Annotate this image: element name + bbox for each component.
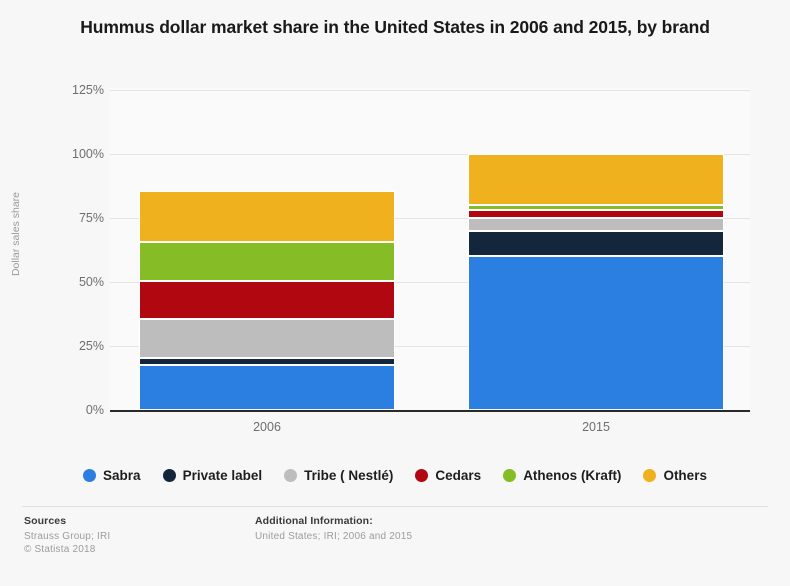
chart-title: Hummus dollar market share in the United… <box>80 17 710 37</box>
x-axis-tick-label-2015: 2015 <box>582 420 610 434</box>
legend-item-sabra[interactable]: Sabra <box>83 468 141 483</box>
y-axis-tick-label: 125% <box>72 83 104 97</box>
y-axis-tick-label: 25% <box>78 339 104 353</box>
legend-item-tribe-nestl[interactable]: Tribe ( Nestlé) <box>284 468 393 483</box>
footer-divider <box>22 506 768 507</box>
legend-label: Sabra <box>103 468 141 483</box>
gridline <box>110 282 750 283</box>
legend: Sabra Private label Tribe ( Nestlé) Cedars A… <box>0 468 790 483</box>
legend-label: Cedars <box>435 468 482 483</box>
legend-swatch-sabra-icon <box>83 469 97 482</box>
bar-segment[interactable] <box>139 319 395 358</box>
x-axis-tick-label-2006: 2006 <box>253 420 281 434</box>
legend-label: Tribe ( Nestlé) <box>304 468 394 483</box>
bar-segment[interactable] <box>468 210 724 218</box>
bar-column-2006[interactable] <box>139 86 395 410</box>
legend-label: Private label <box>182 468 263 483</box>
sources-line-2: © Statista 2018 <box>24 544 96 555</box>
sources-line-1: Strauss Group; IRI <box>24 531 111 542</box>
gridlines <box>110 88 750 412</box>
legend-swatch-cedars-icon <box>415 469 429 482</box>
bar-segment[interactable] <box>139 357 395 366</box>
bar-segment[interactable] <box>139 191 395 243</box>
bar-segment[interactable] <box>468 230 724 257</box>
y-axis-tick-label: 0% <box>85 403 104 417</box>
bar-segment[interactable] <box>139 242 395 281</box>
gridline <box>110 218 750 219</box>
x-axis-line <box>110 410 750 412</box>
y-axis-title: Dollar sales share <box>10 191 22 277</box>
legend-swatch-private-label-icon <box>162 469 176 482</box>
bar-segment[interactable] <box>468 218 724 231</box>
legend-item-athenos-kraft[interactable]: Athenos (Kraft) <box>503 468 621 483</box>
bar-segment[interactable] <box>139 280 395 320</box>
legend-item-others[interactable]: Others <box>643 468 707 483</box>
bar-column-2015[interactable] <box>468 86 724 410</box>
legend-swatch-others-icon <box>643 469 657 482</box>
bar-segment[interactable] <box>468 256 724 410</box>
legend-swatch-tribe-icon <box>284 469 298 482</box>
legend-item-cedars[interactable]: Cedars <box>415 468 481 483</box>
y-axis-tick-label: 100% <box>72 147 104 161</box>
sources-heading: Sources <box>24 515 67 527</box>
bar-segment[interactable] <box>468 154 724 206</box>
gridline <box>110 90 750 91</box>
legend-label: Athenos (Kraft) <box>523 468 622 483</box>
gridline <box>110 154 750 155</box>
legend-label: Others <box>663 468 707 483</box>
additional-info-heading: Additional Information: <box>255 515 373 527</box>
legend-swatch-athenos-icon <box>503 469 517 482</box>
y-axis-tick-label: 50% <box>78 275 104 289</box>
bar-segment[interactable] <box>139 365 395 410</box>
additional-info-line-1: United States; IRI; 2006 and 2015 <box>255 531 413 542</box>
gridline <box>110 346 750 347</box>
legend-item-private-label[interactable]: Private label <box>162 468 263 483</box>
bar-segment[interactable] <box>468 205 724 211</box>
sources-block: Sources Strauss Group; IRI © Statista 20… <box>24 515 110 556</box>
additional-info-block: Additional Information: United States; I… <box>255 515 412 543</box>
y-axis-ticks: 0% 25% 50% 75% 100% 125% <box>0 0 104 586</box>
y-axis-tick-label: 75% <box>78 211 104 225</box>
